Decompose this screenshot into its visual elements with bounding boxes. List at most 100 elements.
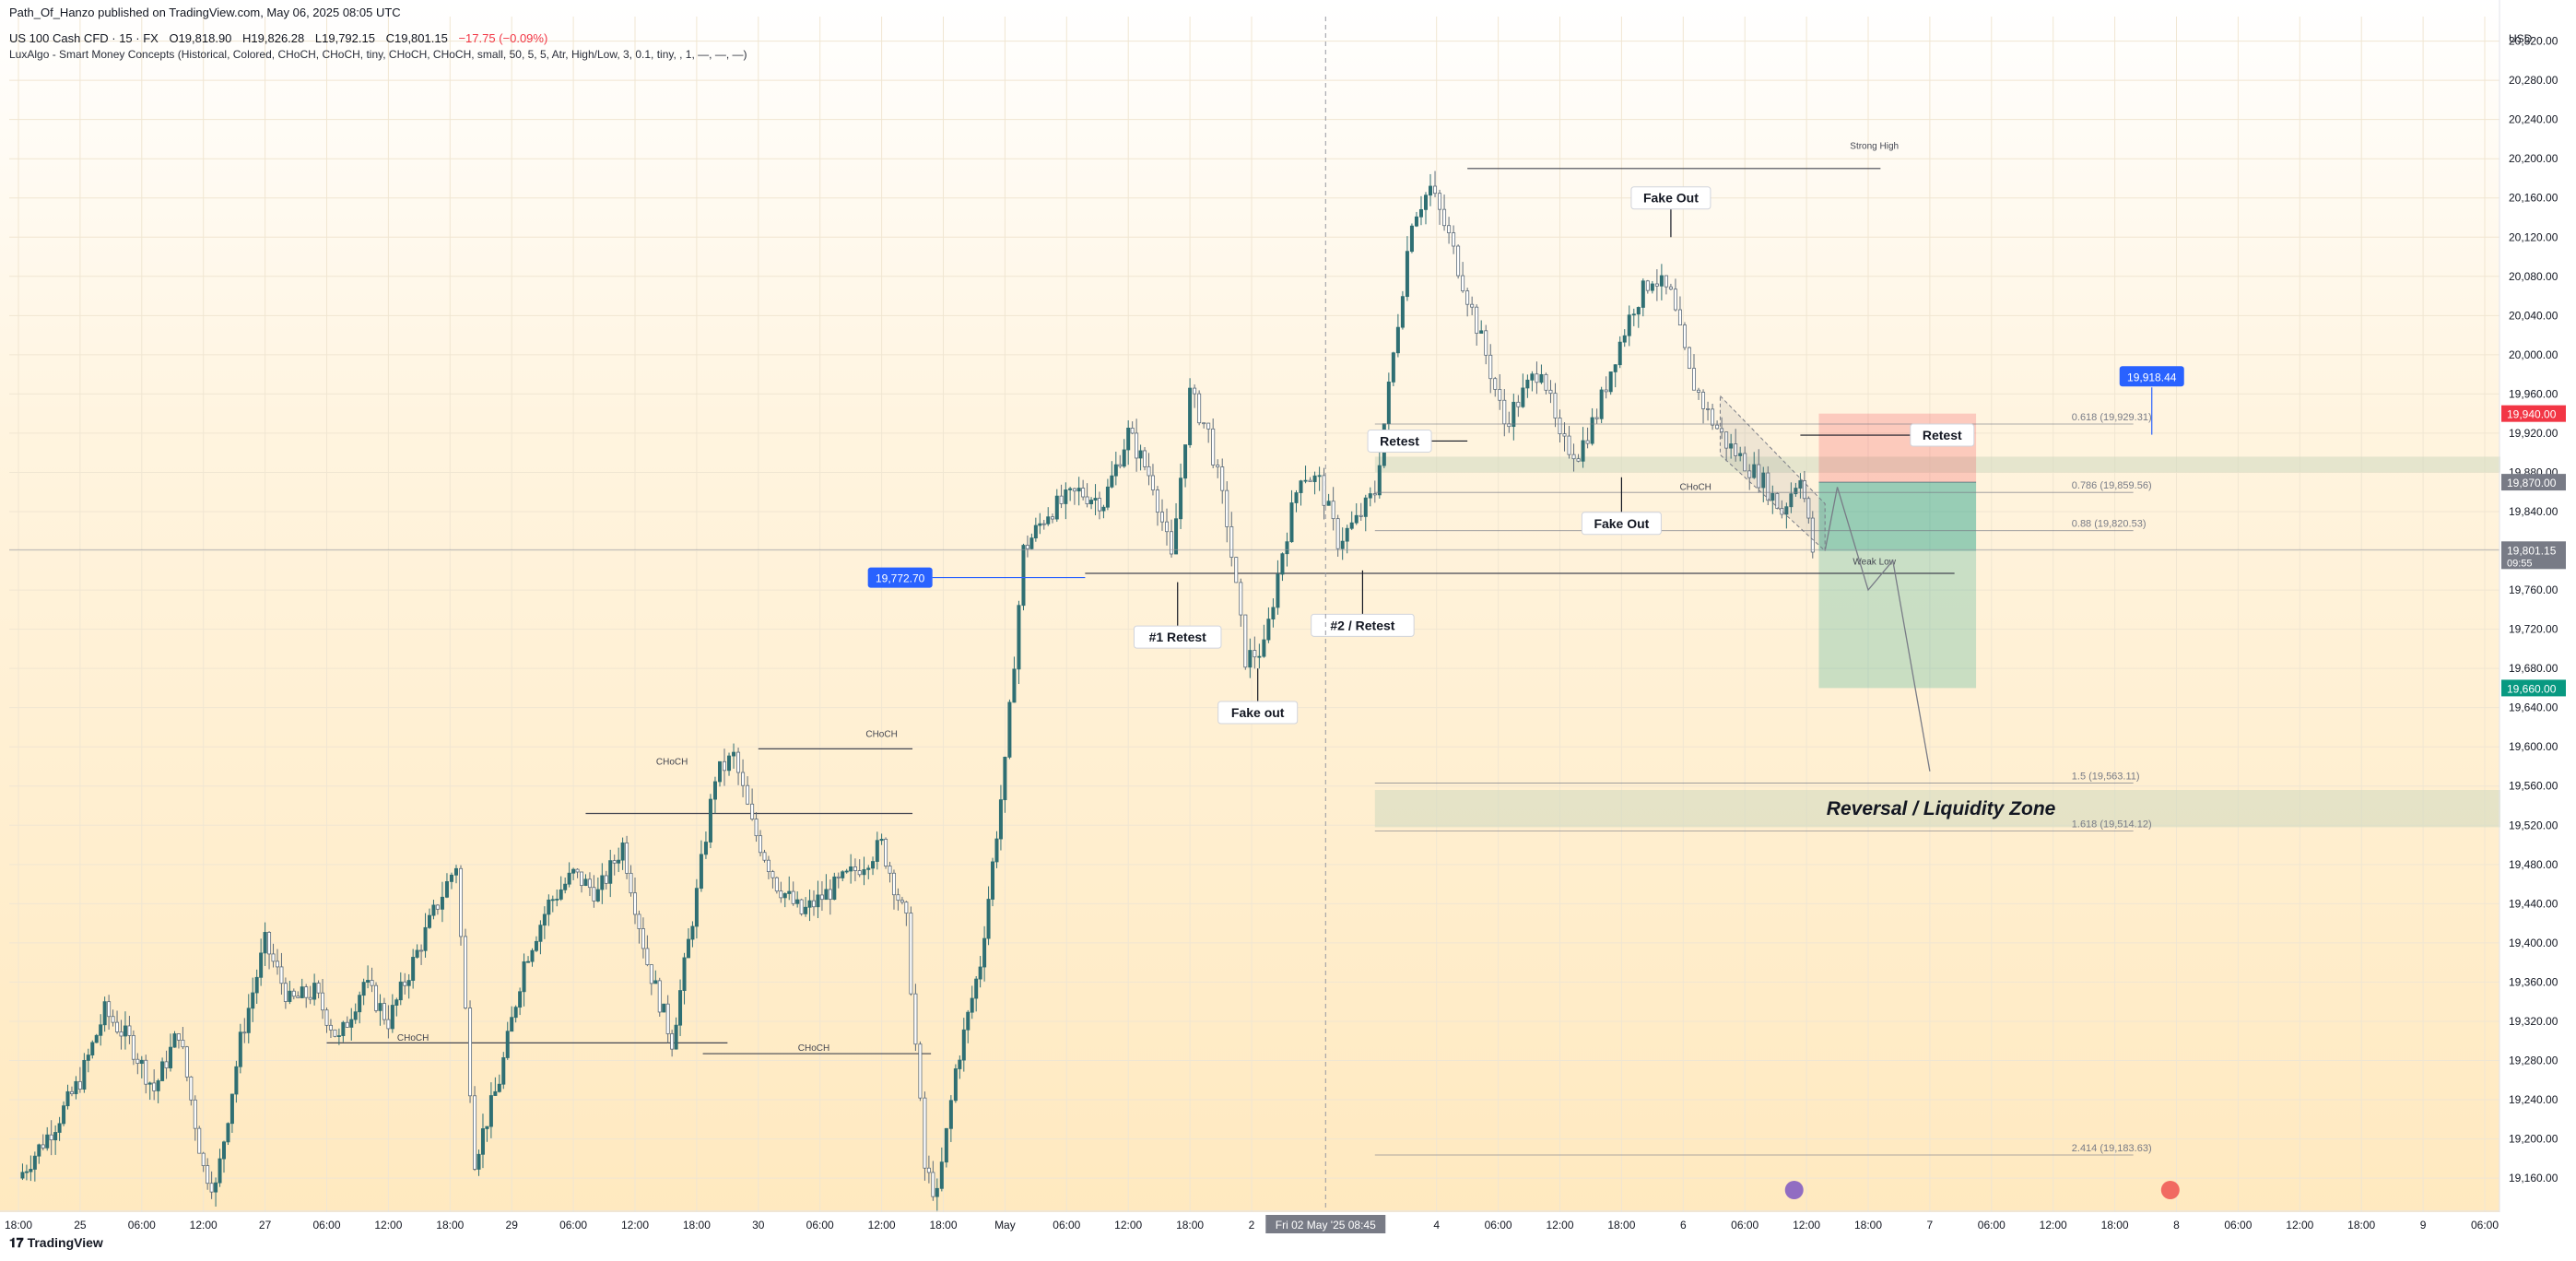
candle-body: [1386, 382, 1391, 425]
axis-countdown-text: 09:55: [2507, 558, 2533, 569]
tradingview-logo[interactable]: 𝟏𝟕 TradingView: [9, 1235, 103, 1251]
candle-body: [592, 887, 596, 902]
callout-box[interactable]: [1630, 186, 1711, 210]
candle-body: [799, 899, 804, 914]
axis-price-tag[interactable]: [2501, 405, 2566, 422]
candle-body: [1664, 275, 1668, 288]
candle-body: [958, 1059, 962, 1069]
candle-body: [1110, 475, 1114, 488]
candle-body: [123, 1025, 127, 1037]
candle-body: [1650, 283, 1654, 291]
candle-body: [1585, 440, 1590, 444]
candle-body: [1206, 422, 1211, 430]
us-flag-event-icon[interactable]: [2160, 1181, 2180, 1199]
candle-body: [1033, 524, 1038, 539]
candle-body: [862, 868, 866, 876]
candle-body: [1530, 373, 1535, 381]
axis-price-tag[interactable]: [2501, 679, 2566, 697]
candle-body: [542, 913, 547, 926]
axis-price-tag-text: 19,660.00: [2507, 682, 2557, 695]
candle-body: [1553, 393, 1558, 418]
descending-channel[interactable]: [1719, 395, 1826, 552]
candle-body: [1138, 450, 1143, 459]
candle-body: [1113, 464, 1118, 477]
candle-body: [1631, 313, 1636, 316]
y-tick-label: 19,520.00: [2509, 819, 2558, 831]
candle-body: [1599, 389, 1604, 419]
callout-box[interactable]: [1910, 423, 1975, 447]
candle-body: [267, 932, 272, 955]
candle-body: [787, 890, 792, 894]
candle-body: [176, 1033, 181, 1041]
candle-body: [534, 940, 538, 951]
candle-body: [1262, 639, 1266, 657]
candle-body: [530, 949, 535, 962]
candle-body: [20, 1172, 25, 1179]
x-tick-label: 12:00: [1114, 1219, 1142, 1232]
candle-body: [501, 1057, 506, 1085]
candle-body: [948, 1100, 953, 1129]
x-tick-label: 18:00: [5, 1219, 32, 1232]
candle-body: [505, 1031, 510, 1058]
axis-price-tag[interactable]: [2501, 474, 2566, 491]
y-tick-label: 19,600.00: [2509, 740, 2558, 753]
candle-body: [1673, 289, 1677, 311]
candle-body: [160, 1061, 165, 1081]
symbol-name[interactable]: US 100 Cash CFD · 15 · FX: [9, 31, 159, 45]
candle-body: [1488, 354, 1493, 380]
price-tag[interactable]: [867, 567, 933, 588]
time-axis[interactable]: 18:00 25 06:00 12:00 27 06:00 12:00 18:00 29 06:0…: [0, 1181, 2576, 1234]
lightning-event-icon[interactable]: [1784, 1181, 1804, 1199]
x-tick-label: 12:00: [190, 1219, 218, 1232]
candle-body: [394, 999, 399, 1006]
candle-body: [649, 964, 653, 984]
callout-text: Fake Out: [1594, 516, 1649, 531]
candle-body: [736, 751, 741, 773]
x-tick-label: 12:00: [621, 1219, 649, 1232]
annotations[interactable]: Fake Out Retest Retest Fake Out #1 Retest #2 …: [9, 17, 2500, 1208]
candle-body: [1174, 518, 1179, 555]
indicator-legend[interactable]: LuxAlgo - Smart Money Concepts (Historic…: [9, 48, 747, 61]
candle-body: [1682, 324, 1687, 348]
callout-box[interactable]: [1311, 613, 1415, 637]
candle-body: [741, 772, 746, 786]
projected-path[interactable]: [1824, 487, 1931, 772]
y-tick-label: 20,280.00: [2509, 74, 2558, 87]
candle-body: [1271, 607, 1276, 620]
candle-body: [234, 1066, 239, 1095]
candle-body: [791, 890, 795, 904]
candle-body: [139, 1059, 144, 1065]
candle-body: [1447, 225, 1452, 233]
candle-body: [717, 760, 722, 783]
price-tag[interactable]: [2119, 366, 2184, 387]
callout-box[interactable]: [1217, 701, 1299, 725]
candle-body: [32, 1155, 37, 1170]
candle-body: [1025, 545, 1029, 549]
candle-body: [1770, 492, 1775, 501]
candle-body: [1433, 185, 1438, 194]
axis-price-tag[interactable]: [2501, 541, 2566, 570]
callout-box[interactable]: [1581, 512, 1662, 536]
y-tick-label: 20,160.00: [2509, 192, 2558, 205]
position-tool[interactable]: [1818, 413, 1977, 689]
candle-body: [312, 983, 317, 1000]
candle-body: [918, 1043, 923, 1099]
structure-label: Strong High: [1850, 142, 1899, 152]
candle-body: [1761, 472, 1766, 489]
callout-box[interactable]: [1133, 625, 1222, 649]
candle-body: [612, 860, 617, 864]
candle-body: [703, 842, 708, 855]
candle-body: [1516, 401, 1521, 407]
liquidity-zone: [1374, 456, 2523, 473]
callout-box[interactable]: [1367, 429, 1432, 453]
candle-body: [263, 932, 267, 954]
candle-body: [1400, 296, 1405, 328]
candle-body: [522, 960, 526, 993]
candle-body: [978, 966, 982, 980]
fib-extension[interactable]: 0.618 (19,929.31) 0.786 (19,859.56) 0.88 (…: [1374, 412, 2152, 1156]
candle-body: [37, 1144, 41, 1157]
candle-body: [879, 838, 884, 842]
x-tick-label: 06:00: [312, 1219, 340, 1232]
